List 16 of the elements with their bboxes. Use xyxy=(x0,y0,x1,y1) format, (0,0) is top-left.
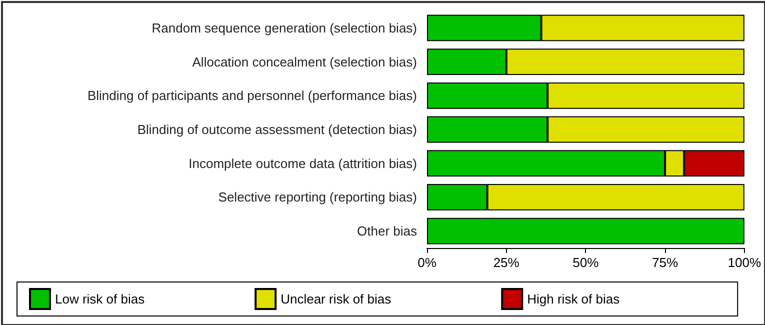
bar xyxy=(427,218,744,244)
y-tick-label: Selective reporting (reporting bias) xyxy=(218,190,417,205)
y-tick-label: Incomplete outcome data (attrition bias) xyxy=(188,156,417,171)
y-tick-label: Other bias xyxy=(357,224,418,239)
y-tick-label: Allocation concealment (selection bias) xyxy=(192,54,417,70)
x-tick-label: 100% xyxy=(728,255,762,270)
y-tick-label: Blinding of outcome assessment (detection bias) xyxy=(137,122,417,137)
legend-label: Unclear risk of bias xyxy=(280,292,392,306)
x-tick-label: 75% xyxy=(652,255,678,270)
legend-label: High risk of bias xyxy=(527,292,620,306)
x-tick-label: 0% xyxy=(418,255,437,270)
legend-label: Low risk of bias xyxy=(55,292,146,306)
y-tick-label: Random sequence generation (selection bias) xyxy=(152,20,417,36)
x-tick-label: 25% xyxy=(493,255,520,270)
y-tick-label: Blinding of participants and personnel (performance bias) xyxy=(87,88,417,104)
x-tick-label: 50% xyxy=(572,255,600,270)
